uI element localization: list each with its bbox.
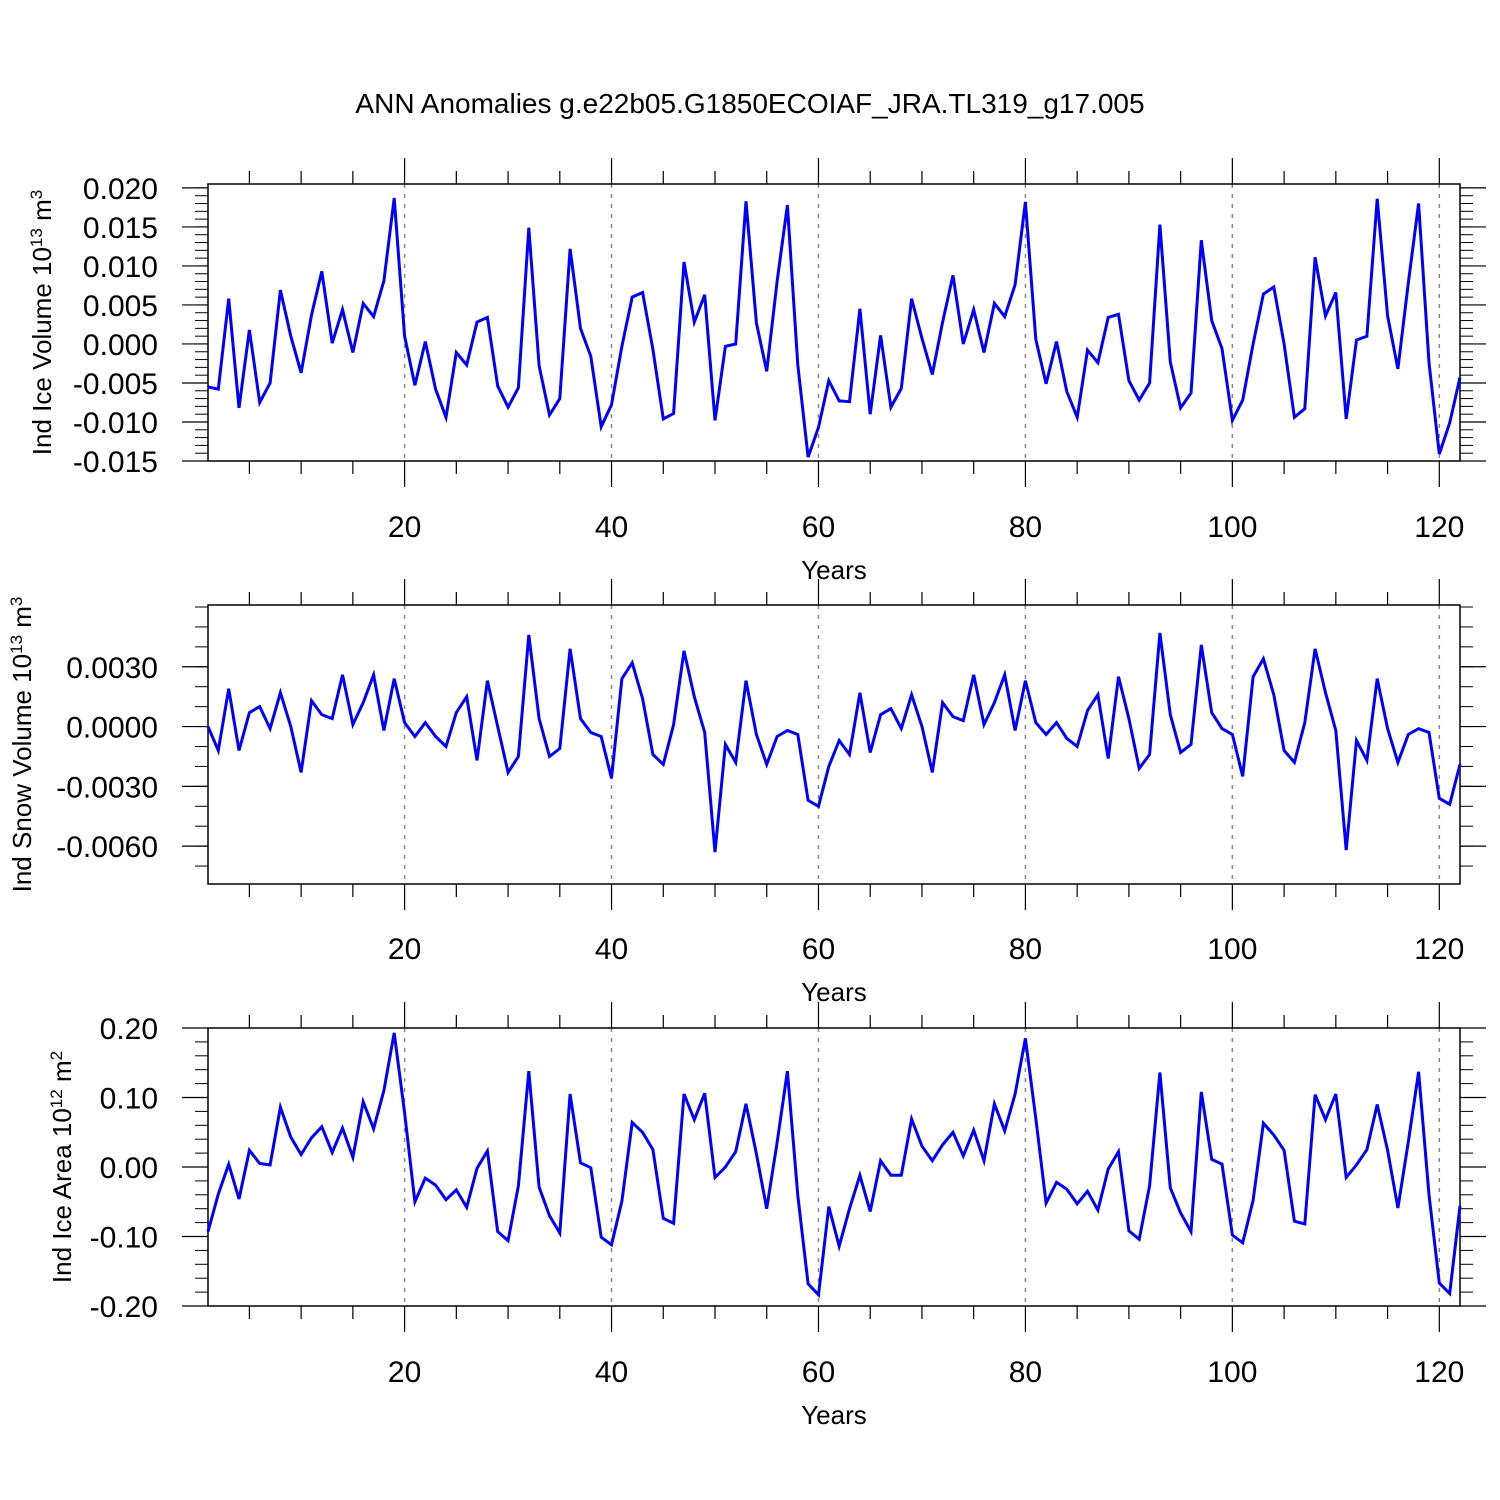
x-tick-label: 40 <box>595 1356 628 1389</box>
plot-frame <box>207 604 1461 885</box>
y-tick-label: -0.0060 <box>56 831 158 864</box>
y-axis-label: Ind Ice Area 1012 m2 <box>47 1051 77 1283</box>
x-tick-label: 120 <box>1414 1356 1464 1389</box>
y-axis-label-superscript: 12 <box>47 1089 66 1108</box>
y-tick-label: 0.010 <box>83 251 158 284</box>
x-tick-label: 20 <box>388 933 421 966</box>
y-tick-label: 0.00 <box>100 1152 158 1185</box>
y-tick-label: 0.020 <box>83 173 158 206</box>
y-tick-label: 0.005 <box>83 290 158 323</box>
x-tick-label: 100 <box>1207 1356 1257 1389</box>
x-tick-label: 40 <box>595 933 628 966</box>
y-tick-label: -0.0030 <box>56 771 158 804</box>
chart-panel-1: 20 40 60 80 100 120 Years -0.015 -0.010 -0.005 0.0… <box>27 158 1486 585</box>
x-tick-label: 60 <box>802 511 835 544</box>
y-axis-label-text: Ind Snow Volume 10 <box>7 654 37 893</box>
x-tick-label: 120 <box>1414 933 1464 966</box>
y-axis-label: Ind Snow Volume 1013 m3 <box>7 597 37 893</box>
x-tick-label: 80 <box>1009 1356 1042 1389</box>
chart-title: ANN Anomalies g.e22b05.G1850ECOIAF_JRA.T… <box>355 88 1145 119</box>
x-tick-label: 60 <box>802 1356 835 1389</box>
chart-panel-3: 20 40 60 80 100 120 Years -0.20 -0.10 0.00 0.10 0.2… <box>47 1002 1486 1430</box>
y-tick-label: -0.010 <box>73 407 158 440</box>
series-line <box>206 632 1462 853</box>
plot-frame <box>207 1027 1461 1307</box>
x-tick-label: 100 <box>1207 933 1257 966</box>
chart-panel-2: 20 40 60 80 100 120 Years -0.0060 -0.0030 0.0000 0… <box>7 579 1486 1007</box>
y-axis-label-text: m <box>7 606 37 635</box>
series-line <box>207 197 1462 458</box>
x-tick-label: 80 <box>1009 933 1042 966</box>
y-axis-label-text: Ind Ice Area 10 <box>47 1108 77 1283</box>
y-axis-label-text: m <box>47 1060 77 1089</box>
x-tick-label: 40 <box>595 511 628 544</box>
x-axis-label: Years <box>801 555 867 585</box>
y-axis-label-superscript: 3 <box>7 597 26 606</box>
x-tick-label: 20 <box>388 511 421 544</box>
x-tick-label: 60 <box>802 933 835 966</box>
x-tick-label: 120 <box>1414 511 1464 544</box>
y-axis-label-superscript: 3 <box>27 190 46 199</box>
y-tick-label: -0.10 <box>90 1222 158 1255</box>
y-axis-label-superscript: 2 <box>47 1051 66 1060</box>
series-line <box>206 1032 1462 1299</box>
y-tick-label: 0.0030 <box>66 652 158 685</box>
y-axis-label-superscript: 13 <box>27 228 46 247</box>
y-tick-label: -0.005 <box>73 368 158 401</box>
x-tick-label: 80 <box>1009 511 1042 544</box>
x-axis-label: Years <box>801 1400 867 1430</box>
y-tick-label: 0.0000 <box>66 712 158 745</box>
y-tick-label: 0.20 <box>100 1013 158 1046</box>
plot-frame <box>207 183 1461 462</box>
x-tick-label: 100 <box>1207 511 1257 544</box>
x-tick-label: 20 <box>388 1356 421 1389</box>
y-tick-label: 0.10 <box>100 1083 158 1116</box>
x-axis-label: Years <box>801 977 867 1007</box>
y-axis-label-superscript: 13 <box>7 635 26 654</box>
y-tick-label: 0.000 <box>83 329 158 362</box>
y-tick-label: 0.015 <box>83 212 158 245</box>
y-tick-label: -0.015 <box>73 446 158 479</box>
y-axis-label: Ind Ice Volume 1013 m3 <box>27 190 57 455</box>
y-axis-label-text: Ind Ice Volume 10 <box>27 247 57 455</box>
y-axis-label-text: m <box>27 199 57 228</box>
y-tick-label: -0.20 <box>90 1291 158 1324</box>
